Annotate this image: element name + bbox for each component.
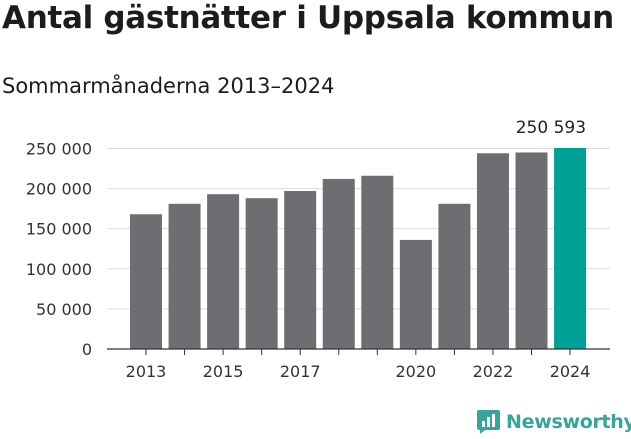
bar-2015 — [207, 194, 240, 349]
bar-2021 — [438, 203, 471, 349]
chart-subtitle: Sommarmånaderna 2013–2024 — [2, 74, 335, 98]
bar-2014 — [168, 203, 201, 349]
y-tick-label: 50 000 — [36, 300, 92, 319]
x-tick-label: 2017 — [280, 362, 321, 381]
newsworthy-chart-icon — [477, 410, 500, 434]
bar-2016 — [245, 198, 278, 349]
x-tick-label: 2022 — [473, 362, 514, 381]
chart-title: Antal gästnätter i Uppsala kommun — [2, 0, 614, 36]
bar-2022 — [476, 153, 509, 349]
y-tick-label: 250 000 — [26, 139, 92, 158]
x-tick-label: 2015 — [203, 362, 244, 381]
y-tick-label: 100 000 — [26, 260, 92, 279]
bar-2024 — [554, 148, 587, 349]
bar-2017 — [284, 190, 317, 349]
x-tick-label: 2013 — [126, 362, 167, 381]
bar-2018 — [322, 178, 355, 349]
bar-2020 — [399, 239, 432, 349]
bar-2013 — [130, 214, 162, 349]
x-tick-label: 2024 — [550, 362, 591, 381]
y-tick-label: 200 000 — [26, 180, 92, 199]
value-label: 250 593 — [516, 118, 586, 138]
y-tick-label: 150 000 — [26, 220, 92, 239]
x-tick-label: 2020 — [395, 362, 436, 381]
y-tick-label: 0 — [82, 340, 92, 359]
bar-2019 — [361, 175, 394, 349]
brand-name: Newsworthy — [506, 411, 631, 433]
newsworthy-logo: Newsworthy — [476, 408, 631, 436]
bar-2023 — [515, 152, 548, 349]
